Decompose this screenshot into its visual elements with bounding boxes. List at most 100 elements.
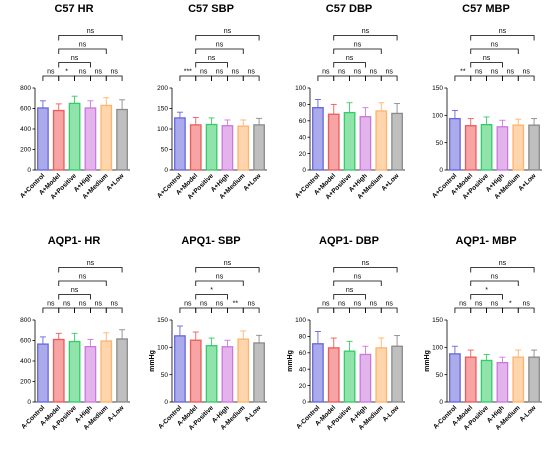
y-tick-label: 0 bbox=[439, 399, 443, 406]
significance-label: ns bbox=[362, 260, 370, 267]
significance-label: ns bbox=[87, 28, 95, 35]
significance-label: * bbox=[210, 287, 213, 294]
significance-label: ns bbox=[354, 301, 362, 308]
significance-label: ns bbox=[87, 260, 95, 267]
bar-a-control bbox=[449, 117, 461, 171]
significance-label: ns bbox=[491, 274, 499, 281]
bar-a-medium bbox=[237, 338, 250, 403]
significance-bracket bbox=[470, 75, 487, 81]
bar-a-low bbox=[116, 108, 128, 171]
y-tick-label: 150 bbox=[157, 317, 168, 324]
significance-bracket bbox=[317, 307, 335, 313]
significance-label: ns bbox=[79, 42, 87, 49]
significance-label: ns bbox=[385, 301, 393, 308]
significance-label: ns bbox=[475, 301, 483, 308]
y-tick-label: 0 bbox=[439, 167, 443, 174]
bar-a-low bbox=[391, 112, 403, 171]
significance-label: ns bbox=[338, 301, 346, 308]
y-axis-label: mmHg bbox=[287, 350, 294, 372]
significance-label: ns bbox=[79, 69, 87, 76]
significance-bracket bbox=[349, 75, 366, 81]
significance-bracket bbox=[333, 294, 366, 300]
bar-a-low bbox=[528, 124, 540, 171]
y-tick-label: 80 bbox=[299, 102, 307, 109]
significance-label: ns bbox=[232, 69, 240, 76]
x-tick-label: A-Low bbox=[519, 404, 539, 424]
bar-a-high bbox=[496, 361, 509, 403]
chart-panel-1: C57 HR0200400600800A+ControlA+ModelA+Pos… bbox=[19, 3, 130, 201]
y-tick-label: 100 bbox=[295, 85, 306, 92]
significance-bracket bbox=[195, 48, 244, 54]
y-axis-label: mmHg bbox=[149, 350, 156, 372]
significance-label: ns bbox=[79, 274, 87, 281]
y-tick-label: 200 bbox=[20, 147, 31, 154]
chart-panel-4: C57 MBP050100150A+ControlA+ModelA+Positi… bbox=[431, 3, 542, 201]
significance-bracket bbox=[58, 48, 107, 54]
significance-label: ns bbox=[216, 42, 224, 49]
significance-bracket bbox=[242, 307, 260, 313]
significance-label: ns bbox=[354, 274, 362, 281]
x-tick-label: A-Low bbox=[107, 404, 127, 424]
bar-a-positive bbox=[343, 350, 356, 403]
bar-a-high bbox=[84, 345, 97, 403]
significance-label: ns bbox=[208, 55, 216, 62]
y-tick-label: 200 bbox=[157, 85, 168, 92]
significance-bracket bbox=[333, 267, 398, 273]
significance-bracket bbox=[195, 35, 260, 41]
chart-panel-2: C57 SBP050100150200A+ControlA+ModelA+Pos… bbox=[156, 3, 267, 201]
significance-bracket bbox=[179, 307, 197, 313]
y-tick-label: 400 bbox=[20, 126, 31, 133]
significance-label: ns bbox=[346, 55, 354, 62]
significance-label: ns bbox=[475, 69, 483, 76]
significance-label: ns bbox=[110, 301, 118, 308]
significance-bracket bbox=[470, 267, 535, 273]
bar-a-model bbox=[464, 125, 477, 171]
significance-bracket bbox=[90, 75, 107, 81]
significance-bracket bbox=[195, 62, 228, 68]
y-tick-label: 50 bbox=[436, 140, 444, 147]
chart-title: AQP1- DBP bbox=[319, 235, 379, 247]
y-tick-label: 150 bbox=[432, 85, 443, 92]
significance-label: ns bbox=[63, 301, 71, 308]
bar-a-model bbox=[327, 113, 340, 171]
x-tick-label: A+Low bbox=[380, 172, 401, 193]
significance-label: ns bbox=[522, 69, 530, 76]
bar-a-control bbox=[449, 353, 461, 403]
bar-a-positive bbox=[68, 340, 81, 403]
significance-bracket bbox=[349, 307, 366, 313]
bar-a-control bbox=[37, 107, 49, 171]
significance-bracket bbox=[242, 75, 260, 81]
bar-a-low bbox=[116, 338, 128, 403]
y-tick-label: 20 bbox=[299, 151, 307, 158]
significance-bracket bbox=[227, 307, 244, 313]
chart-title: C57 DBP bbox=[326, 3, 372, 15]
significance-bracket bbox=[333, 35, 398, 41]
significance-bracket bbox=[470, 307, 487, 313]
significance-label: ns bbox=[499, 260, 507, 267]
y-tick-label: 40 bbox=[299, 134, 307, 141]
significance-label: ns bbox=[491, 42, 499, 49]
chart-title: APQ1- SBP bbox=[181, 235, 240, 247]
significance-label: ns bbox=[491, 69, 499, 76]
significance-bracket bbox=[470, 294, 503, 300]
bar-a-control bbox=[312, 107, 324, 171]
significance-label: ns bbox=[322, 69, 330, 76]
significance-label: ns bbox=[362, 28, 370, 35]
significance-label: ns bbox=[459, 301, 467, 308]
significance-label: ns bbox=[507, 69, 515, 76]
x-tick-label: A-Low bbox=[382, 404, 402, 424]
significance-bracket bbox=[227, 75, 244, 81]
significance-bracket bbox=[74, 307, 91, 313]
significance-bracket bbox=[58, 294, 91, 300]
significance-bracket bbox=[454, 307, 472, 313]
y-tick-label: 600 bbox=[20, 338, 31, 345]
y-tick-label: 50 bbox=[161, 372, 169, 379]
significance-bracket bbox=[333, 75, 350, 81]
significance-label: ns bbox=[247, 69, 255, 76]
significance-bracket bbox=[42, 307, 60, 313]
bar-a-control bbox=[174, 117, 186, 171]
bar-a-positive bbox=[205, 345, 218, 403]
significance-label: * bbox=[65, 69, 68, 76]
significance-label: ns bbox=[491, 301, 499, 308]
